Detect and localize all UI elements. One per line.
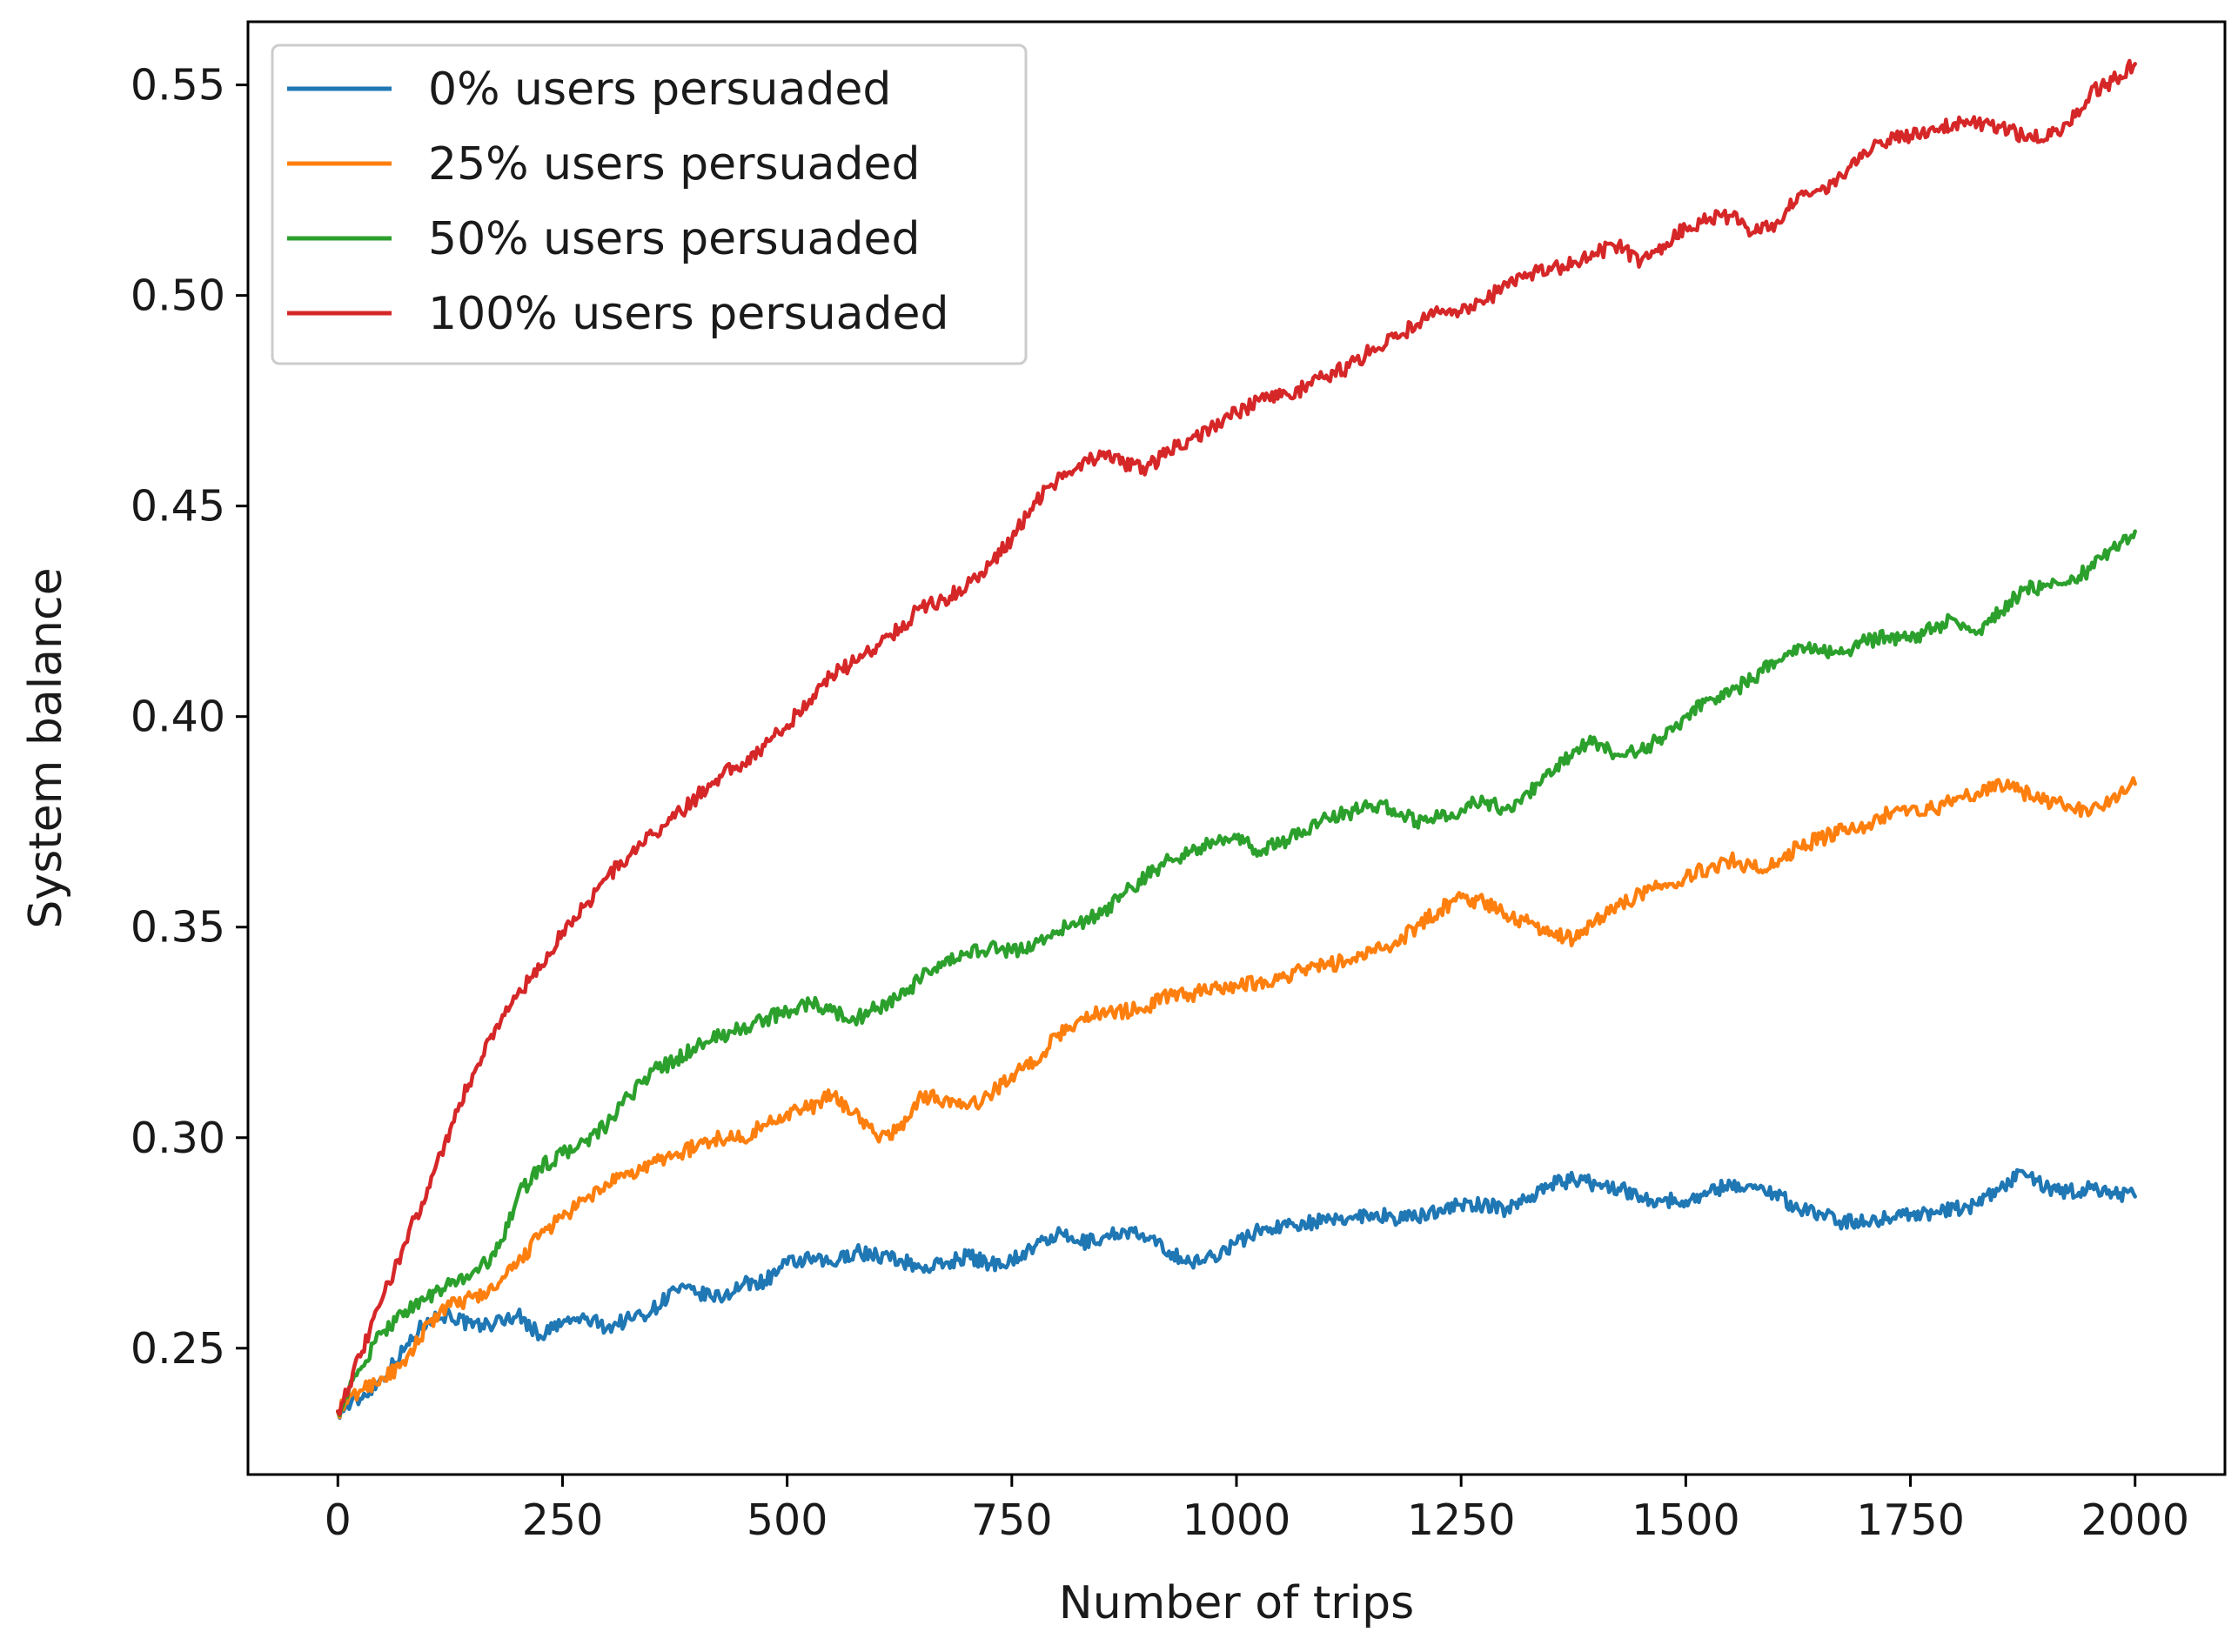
legend: 0% users persuaded 25% users persuaded 50%…	[271, 43, 1028, 365]
y-tick-label: 0.50	[131, 271, 225, 321]
x-tick-label: 500	[747, 1495, 828, 1545]
x-tick-label: 750	[971, 1495, 1053, 1545]
y-tick-label: 0.45	[131, 482, 225, 532]
legend-label: 25% users persuaded	[428, 138, 920, 191]
series-line-3	[336, 58, 2137, 1417]
y-axis: 0.25 0.30 0.35 0.40 0.45 0.50 0.55	[131, 61, 248, 1374]
x-tick-label: 1750	[1856, 1495, 1965, 1545]
x-tick-label: 0	[325, 1495, 352, 1545]
series-layer	[336, 58, 2137, 1421]
y-tick-label: 0.55	[131, 61, 225, 110]
x-tick-label: 1500	[1632, 1495, 1740, 1545]
legend-box	[271, 43, 1028, 365]
y-tick-label: 0.30	[131, 1114, 225, 1163]
series-line-0	[336, 1167, 2137, 1421]
y-tick-label: 0.40	[131, 692, 225, 742]
x-tick-label: 1000	[1183, 1495, 1291, 1545]
legend-label: 0% users persuaded	[428, 64, 891, 116]
x-tick-label: 2000	[2081, 1495, 2189, 1545]
y-tick-label: 0.35	[131, 903, 225, 953]
x-tick-label: 1250	[1407, 1495, 1516, 1545]
legend-label: 100% users persuaded	[428, 288, 949, 340]
x-tick-label: 250	[522, 1495, 604, 1545]
y-tick-label: 0.25	[131, 1324, 225, 1374]
series-line-2	[336, 529, 2137, 1418]
x-axis-label: Number of trips	[1059, 1577, 1414, 1629]
x-axis: 0 250 500 750 1000 1250 1500 1750 2000	[325, 1475, 2189, 1545]
legend-label: 50% users persuaded	[428, 213, 920, 265]
y-axis-label: System balance	[20, 567, 72, 928]
series-line-1	[336, 776, 2137, 1420]
